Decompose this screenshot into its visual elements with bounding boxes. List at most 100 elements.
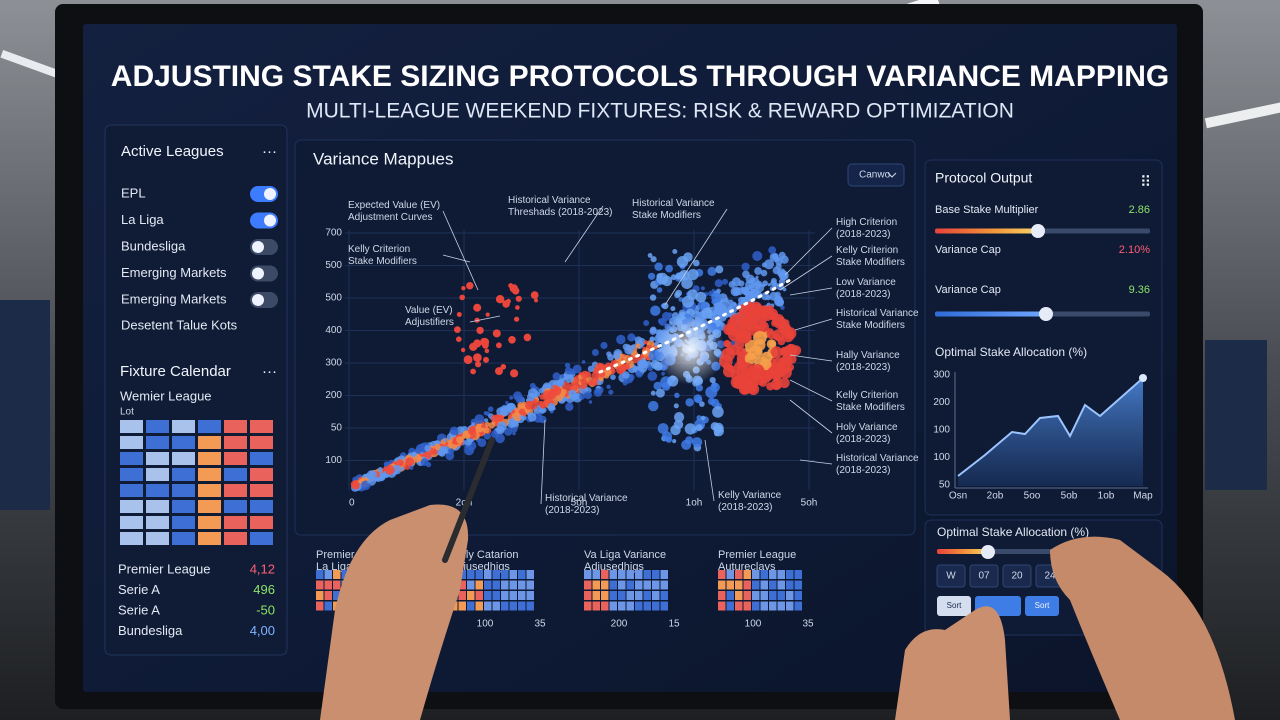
heatmap-tick: 35	[534, 619, 546, 630]
scatter-dot	[754, 267, 762, 275]
scatter-dot	[709, 377, 716, 384]
dropdown[interactable]	[847, 163, 905, 187]
x-tick-label: 1oh	[686, 498, 703, 509]
y-tick-label: 100	[325, 455, 342, 466]
toggle-knob[interactable]	[252, 241, 264, 253]
scatter-dot	[513, 412, 522, 422]
heatmap-cell	[467, 591, 475, 600]
slider-knob[interactable]	[981, 545, 995, 559]
scatter-dot	[580, 378, 588, 385]
period-button-label[interactable]: 24	[1044, 571, 1056, 582]
annotation-line: (2018-2023)	[836, 362, 890, 373]
annotation-line: Historical Variance	[632, 198, 715, 209]
row-label: Base Stake Multiplier	[935, 204, 1039, 216]
panel-menu[interactable]: ···	[262, 143, 277, 160]
annotation: Low Variance (2018-2023)	[836, 277, 896, 300]
calendar-cell	[120, 468, 143, 481]
heatmap-cell	[316, 601, 324, 611]
annotation: Value (EV) Adjustifiers	[405, 305, 454, 328]
period-button-label[interactable]: 07	[978, 571, 990, 582]
annotation-line: Low Variance	[836, 277, 896, 288]
calendar-cell	[198, 516, 221, 529]
heatmap-cell	[475, 570, 483, 579]
league-name: Wemier League	[120, 388, 212, 403]
panel-menu[interactable]: ⠿	[1140, 174, 1151, 191]
period-button[interactable]	[1002, 564, 1032, 588]
x-tick-label: 5oh	[571, 498, 588, 509]
dropdown-caret[interactable]	[887, 172, 897, 178]
annotation-line: (2018-2023)	[836, 434, 890, 445]
calendar-cell	[250, 484, 273, 497]
toggle-knob[interactable]	[252, 267, 264, 280]
annotation-leader	[704, 439, 715, 502]
period-button-label[interactable]: 20	[1011, 571, 1023, 582]
scatter-dot	[777, 337, 786, 346]
heatmap-cell	[660, 601, 668, 611]
heatmap-cell	[735, 601, 743, 611]
scatter-dot	[609, 363, 615, 369]
period-button[interactable]	[969, 564, 999, 588]
action-button[interactable]	[937, 596, 971, 616]
heatmap-cell	[652, 570, 660, 579]
scatter-dot	[738, 280, 745, 287]
scatter-dot	[495, 433, 505, 444]
scatter-dot	[649, 294, 657, 301]
heatmap-cell	[769, 580, 777, 590]
heatmap-cell	[652, 580, 660, 590]
y-tick-label: 500	[325, 293, 342, 304]
y-tick-label: 400	[325, 325, 342, 336]
toggle-knob[interactable]	[264, 214, 276, 227]
row-label: Variance Cap	[935, 284, 1001, 296]
scatter-dot	[779, 347, 789, 356]
annotation-line: Stake Modifiers	[836, 402, 905, 413]
allocation-endpoint	[1139, 374, 1147, 382]
toggle-knob[interactable]	[264, 188, 276, 200]
action-button-label[interactable]: Sort	[947, 601, 962, 610]
heatmap-cell	[760, 580, 768, 590]
scatter-dot	[484, 421, 490, 427]
period-button-label[interactable]: W	[946, 571, 956, 582]
scatter-dot	[456, 336, 462, 343]
scatter-dot	[515, 305, 520, 310]
scatter-dot	[772, 357, 785, 369]
score-value: -50	[256, 602, 275, 617]
scatter-dot	[424, 445, 432, 452]
calendar-cell	[224, 532, 247, 545]
toggle-knob[interactable]	[252, 294, 264, 306]
dropdown-label[interactable]: Canwo	[859, 170, 891, 181]
action-button-label[interactable]: Sort	[1035, 601, 1050, 610]
scatter-dot	[678, 297, 684, 302]
action-button[interactable]	[1025, 596, 1059, 616]
scatter-dot	[661, 431, 673, 442]
row-value: 2.10%	[1119, 244, 1150, 256]
scatter-dot	[534, 298, 538, 303]
heatmap-cell	[726, 570, 734, 579]
heatmap-label-line: Adjusedhigs	[584, 561, 644, 573]
scatter-dot	[420, 458, 429, 466]
scatter-dot	[755, 275, 759, 279]
heatmap-cell	[786, 601, 794, 611]
scatter-dot	[753, 331, 767, 345]
dashboard-title: ADJUSTING STAKE SIZING PROTOCOLS THROUGH…	[111, 60, 1169, 93]
calendar-cell	[250, 532, 273, 545]
heatmap-cell	[458, 580, 466, 590]
panel-menu[interactable]: ···	[262, 363, 277, 380]
scatter-dot	[409, 465, 414, 470]
heatmap-cell	[609, 580, 617, 590]
period-button[interactable]	[936, 564, 966, 588]
heatmap-cell	[726, 601, 734, 611]
annotation-line: Hally Variance	[836, 350, 900, 361]
calendar-cell	[250, 468, 273, 481]
heatmap-cell	[609, 601, 617, 611]
slider-knob[interactable]	[1031, 224, 1045, 238]
annotation-leader	[664, 208, 728, 306]
scatter-dot	[588, 400, 593, 404]
calendar-cell	[172, 484, 195, 497]
slider-knob[interactable]	[1039, 307, 1053, 321]
scatter-dot	[687, 289, 698, 301]
scatter-dot	[712, 406, 724, 418]
heatmap-label: Premier League Autureclays	[718, 549, 796, 573]
scatter-dot	[665, 264, 673, 273]
scatter-dot	[723, 339, 731, 348]
